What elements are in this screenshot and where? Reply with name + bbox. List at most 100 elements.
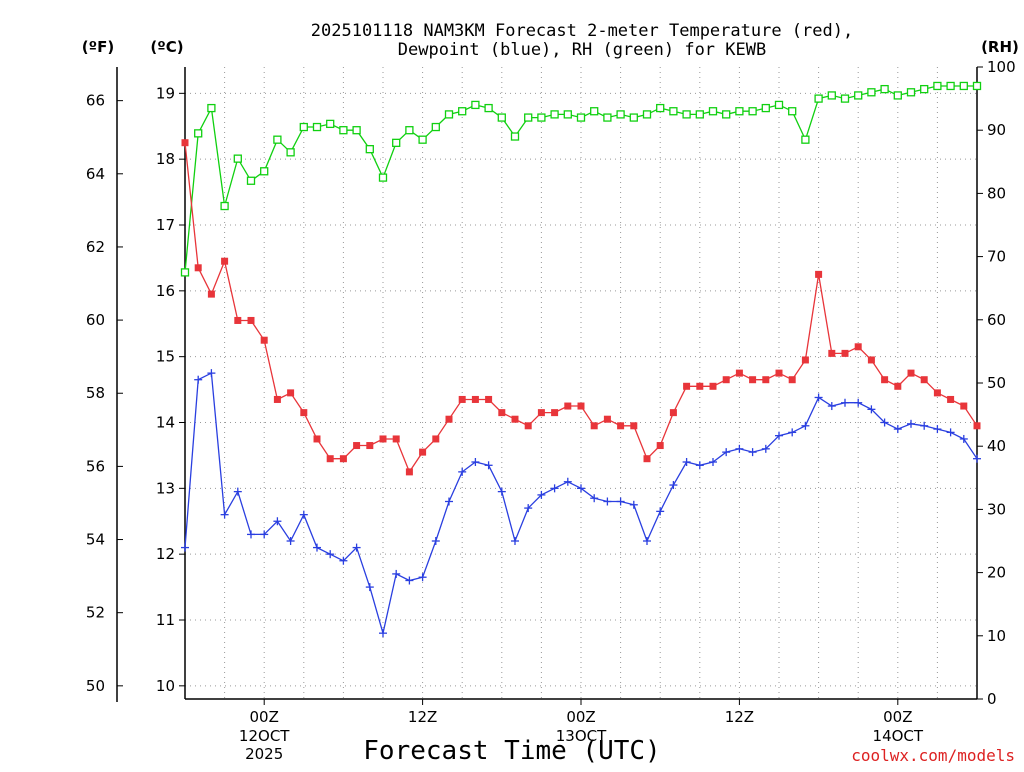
rh-tick-label: 100: [987, 58, 1016, 76]
celsius-tick-label: 15: [156, 348, 175, 366]
dewpoint-point: [946, 428, 955, 437]
rh-tick-label: 90: [987, 121, 1006, 139]
rh-point: [405, 126, 414, 135]
rh-point: [365, 145, 374, 154]
rh-tick-label: 70: [987, 248, 1006, 266]
temperature-point: [273, 395, 281, 403]
temperature-point: [696, 382, 704, 390]
rh-point: [880, 84, 889, 94]
temperature-point: [709, 382, 717, 390]
temperature-point: [485, 395, 493, 403]
x-axis-title: Forecast Time (UTC): [363, 736, 660, 766]
temperature-point: [669, 409, 677, 417]
rh-point: [748, 107, 757, 116]
temperature-point: [445, 415, 453, 423]
rh-point: [286, 148, 295, 157]
dewpoint-point: [827, 402, 836, 411]
dewpoint-point: [775, 431, 783, 440]
rh-point: [959, 81, 968, 91]
dewpoint-point: [339, 556, 348, 565]
dewpoint-point: [484, 461, 493, 470]
temperature-point: [801, 356, 809, 364]
dewpoint-point: [814, 393, 823, 402]
temperature-point: [722, 376, 730, 384]
gridlines: [185, 67, 977, 699]
rh-unit-label: (RH): [981, 38, 1019, 56]
temperature-point: [577, 402, 585, 410]
chart-title-line2: Dewpoint (blue), RH (green) for KEWB: [398, 40, 766, 60]
dewpoint-point: [392, 569, 401, 578]
dewpoint-point: [590, 494, 599, 503]
dewpoint-point: [907, 419, 915, 428]
rh-point: [246, 176, 256, 185]
dewpoint-point: [629, 500, 638, 509]
rh-tick-label: 0: [987, 690, 997, 708]
rh-point: [260, 167, 269, 176]
rh-point: [484, 103, 493, 113]
x-tick-label: 12Z: [725, 708, 754, 726]
rh-point: [563, 110, 572, 119]
dewpoint-point: [616, 497, 625, 506]
rh-point: [893, 91, 902, 100]
rh-point: [801, 135, 810, 144]
rh-point: [418, 135, 427, 144]
rh-point: [788, 107, 797, 116]
rh-point: [339, 126, 348, 135]
x-tick-year-label: 2025: [245, 745, 283, 763]
dewpoint-point: [761, 444, 770, 453]
temperature-point: [181, 139, 189, 147]
temperature-point: [498, 409, 506, 417]
dewpoint-point: [181, 543, 189, 552]
temperature-point: [867, 356, 875, 364]
fahrenheit-tick-label: 50: [86, 677, 105, 695]
dewpoint-point: [973, 454, 981, 463]
x-tick-date-label: 12OCT: [239, 727, 290, 745]
rh-point: [906, 88, 916, 97]
temperature-point: [775, 369, 783, 377]
dewpoint-point: [220, 510, 229, 519]
dewpoint-point: [445, 497, 453, 506]
dewpoint-point: [854, 398, 863, 407]
celsius-tick-label: 13: [156, 479, 175, 497]
dewpoint-point: [669, 481, 678, 490]
fahrenheit-tick-label: 56: [86, 457, 105, 475]
temperature-point: [379, 435, 387, 443]
celsius-tick-label: 10: [156, 677, 175, 695]
temperature-point: [392, 435, 400, 443]
x-tick-label: 00Z: [250, 708, 279, 726]
rh-point: [854, 91, 863, 100]
temperature-point: [933, 389, 941, 397]
temperature-point: [524, 422, 532, 430]
rh-point: [550, 110, 559, 119]
dewpoint-point: [893, 425, 902, 434]
temperature-point: [907, 369, 915, 377]
rh-point: [946, 81, 955, 91]
fahrenheit-tick-label: 52: [86, 604, 105, 622]
temperature-point: [313, 435, 321, 443]
temperature-point: [973, 422, 981, 430]
dewpoint-point: [709, 458, 717, 466]
temperature-point: [617, 422, 625, 430]
rh-point: [273, 135, 282, 144]
celsius-tick-label: 12: [156, 545, 175, 563]
rh-point: [708, 107, 718, 116]
temperature-point: [894, 382, 902, 390]
rh-point: [312, 122, 322, 132]
rh-point: [471, 100, 480, 110]
x-tick-date-label: 14OCT: [873, 727, 924, 745]
rh-point: [537, 113, 546, 122]
temperature-point: [234, 316, 242, 324]
rh-point: [920, 84, 929, 94]
dewpoint-point: [643, 537, 651, 545]
rh-point: [669, 107, 678, 116]
rh-point: [352, 126, 361, 135]
fahrenheit-tick-label: 62: [86, 238, 105, 256]
dewpoint-point: [656, 507, 665, 516]
rh-tick-label: 40: [987, 437, 1006, 455]
rh-point: [933, 81, 942, 91]
fahrenheit-tick-label: 54: [86, 531, 105, 549]
x-tick-label: 00Z: [883, 708, 912, 726]
temperature-point: [881, 376, 889, 384]
